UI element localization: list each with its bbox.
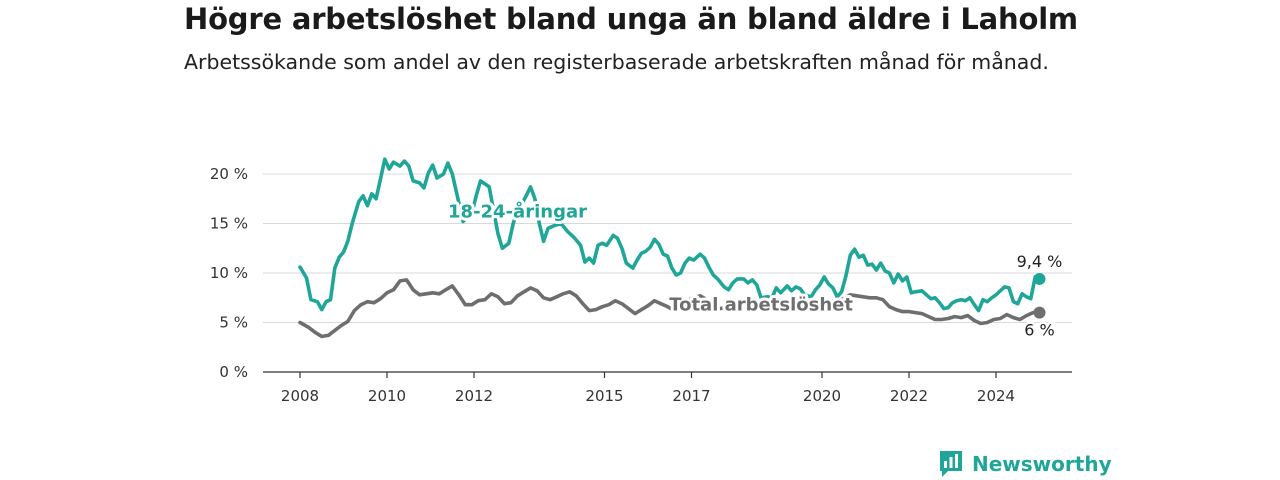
end-label-youth: 9,4 % — [1017, 252, 1063, 271]
end-point-youth — [1033, 272, 1046, 285]
y-tick-label: 5 % — [219, 314, 248, 332]
y-tick-label: 15 % — [210, 215, 248, 233]
x-tick-label: 2010 — [368, 387, 406, 405]
y-axis-ticks: 0 % 5 % 10 % 15 % 20 % — [210, 165, 248, 381]
x-tick-label: 2015 — [585, 387, 623, 405]
gridlines — [263, 173, 1072, 323]
x-tick-label: 2022 — [890, 387, 928, 405]
chart-title: Högre arbetslöshet bland unga än bland ä… — [184, 2, 1078, 36]
x-tick-label: 2024 — [977, 387, 1015, 405]
series-line-youth — [298, 157, 1042, 313]
y-tick-label: 20 % — [210, 165, 248, 183]
x-tick-label: 2012 — [455, 387, 493, 405]
end-label-total: 6 % — [1024, 321, 1054, 340]
series-lines — [298, 157, 1046, 339]
chart-subtitle: Arbetssökande som andel av den registerb… — [184, 50, 1049, 74]
series-label-youth: 18-24-åringar — [448, 201, 587, 223]
newsworthy-logo: Newsworthy — [938, 449, 1112, 479]
series-line-total — [298, 278, 1042, 339]
x-tick-label: 2020 — [803, 387, 841, 405]
y-tick-label: 10 % — [210, 264, 248, 282]
x-tick-label: 2008 — [281, 387, 319, 405]
end-point-total — [1033, 306, 1046, 319]
y-tick-label: 0 % — [219, 363, 248, 381]
logo-text: Newsworthy — [972, 452, 1112, 476]
bar-chart-bubble-icon — [940, 451, 962, 477]
x-tick-label: 2017 — [672, 387, 710, 405]
series-labels: 18-24-åringar Total arbetslöshet 9,4 % 6 % — [445, 198, 1065, 343]
x-axis: 2008 2010 2012 2015 2017 2020 2022 2024 — [263, 371, 1072, 405]
series-label-total: Total arbetslöshet — [669, 295, 853, 316]
